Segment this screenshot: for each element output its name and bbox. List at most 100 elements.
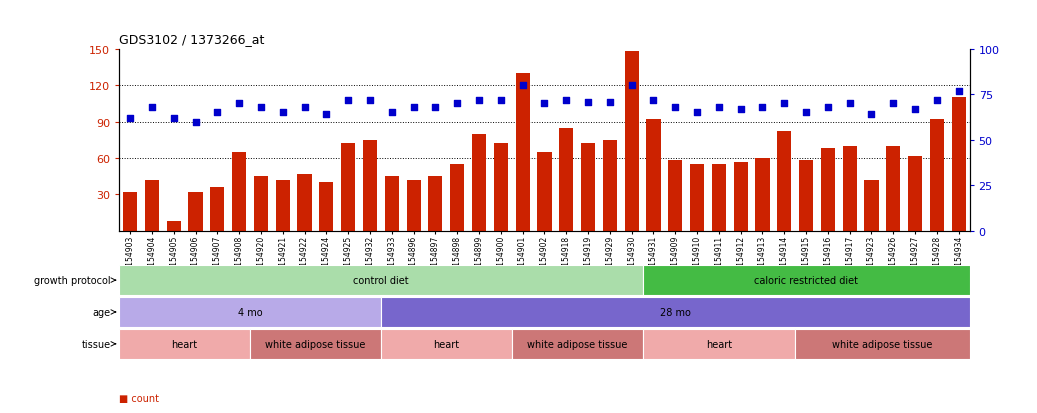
Point <box>275 110 291 116</box>
Text: heart: heart <box>433 339 459 349</box>
Point <box>536 101 553 107</box>
Bar <box>559 128 573 231</box>
Point <box>906 106 923 113</box>
Point <box>645 97 662 104</box>
Point <box>863 112 879 118</box>
Point <box>144 104 161 111</box>
Text: control diet: control diet <box>353 275 409 285</box>
Bar <box>537 152 552 231</box>
Text: white adipose tissue: white adipose tissue <box>833 339 932 349</box>
Text: age: age <box>92 307 111 317</box>
Point <box>732 106 749 113</box>
Point <box>819 104 836 111</box>
Point <box>471 97 487 104</box>
Point <box>667 104 683 111</box>
Point <box>710 104 727 111</box>
Bar <box>755 159 769 231</box>
Bar <box>250 329 381 359</box>
Bar <box>319 183 334 231</box>
Point <box>841 101 858 107</box>
Point <box>166 115 183 122</box>
Bar <box>581 144 595 231</box>
Point <box>754 104 770 111</box>
Text: GDS3102 / 1373266_at: GDS3102 / 1373266_at <box>119 33 264 45</box>
Text: white adipose tissue: white adipose tissue <box>527 339 627 349</box>
Bar <box>119 297 381 327</box>
Point <box>362 97 379 104</box>
Bar <box>711 165 726 231</box>
Point <box>885 101 901 107</box>
Bar <box>690 165 704 231</box>
Bar <box>795 329 970 359</box>
Bar <box>363 140 377 231</box>
Bar <box>167 222 180 231</box>
Point <box>558 97 574 104</box>
Bar <box>646 120 661 231</box>
Point <box>122 115 139 122</box>
Bar <box>643 266 970 295</box>
Point <box>689 110 705 116</box>
Bar <box>821 149 835 231</box>
Bar <box>843 147 857 231</box>
Point <box>580 99 596 106</box>
Point <box>928 97 945 104</box>
Bar <box>276 180 290 231</box>
Text: growth protocol: growth protocol <box>34 275 111 285</box>
Text: ■ count: ■ count <box>119 393 160 403</box>
Bar <box>254 177 269 231</box>
Bar <box>119 266 643 295</box>
Point <box>493 97 509 104</box>
Bar <box>494 144 508 231</box>
Point <box>188 119 204 126</box>
Bar <box>381 297 970 327</box>
Bar <box>472 134 486 231</box>
Point <box>601 99 618 106</box>
Text: tissue: tissue <box>82 339 111 349</box>
Bar <box>298 174 312 231</box>
Point <box>776 101 792 107</box>
Bar <box>385 177 399 231</box>
Bar <box>450 165 465 231</box>
Text: white adipose tissue: white adipose tissue <box>265 339 366 349</box>
Point <box>340 97 357 104</box>
Bar <box>865 180 878 231</box>
Bar <box>798 161 813 231</box>
Point <box>253 104 270 111</box>
Bar <box>211 188 224 231</box>
Point <box>297 104 313 111</box>
Point <box>209 110 226 116</box>
Bar <box>908 156 922 231</box>
Point <box>384 110 400 116</box>
Bar <box>407 180 421 231</box>
Text: caloric restricted diet: caloric restricted diet <box>754 275 858 285</box>
Bar <box>602 140 617 231</box>
Bar <box>428 177 443 231</box>
Bar <box>232 152 246 231</box>
Point <box>318 112 335 118</box>
Point <box>797 110 814 116</box>
Bar <box>341 144 356 231</box>
Point <box>405 104 422 111</box>
Bar <box>624 52 639 231</box>
Bar <box>189 192 202 231</box>
Bar <box>777 132 791 231</box>
Text: heart: heart <box>171 339 198 349</box>
Bar <box>930 120 944 231</box>
Bar <box>145 180 159 231</box>
Point <box>449 101 466 107</box>
Point <box>950 88 966 95</box>
Bar <box>123 192 137 231</box>
Point <box>623 83 640 89</box>
Point <box>514 83 531 89</box>
Point <box>427 104 444 111</box>
Bar <box>733 162 748 231</box>
Bar <box>952 98 965 231</box>
Bar <box>381 329 511 359</box>
Bar <box>668 161 682 231</box>
Text: heart: heart <box>706 339 732 349</box>
Text: 28 mo: 28 mo <box>660 307 691 317</box>
Text: 4 mo: 4 mo <box>237 307 262 317</box>
Bar <box>511 329 643 359</box>
Bar <box>887 147 900 231</box>
Bar <box>119 329 250 359</box>
